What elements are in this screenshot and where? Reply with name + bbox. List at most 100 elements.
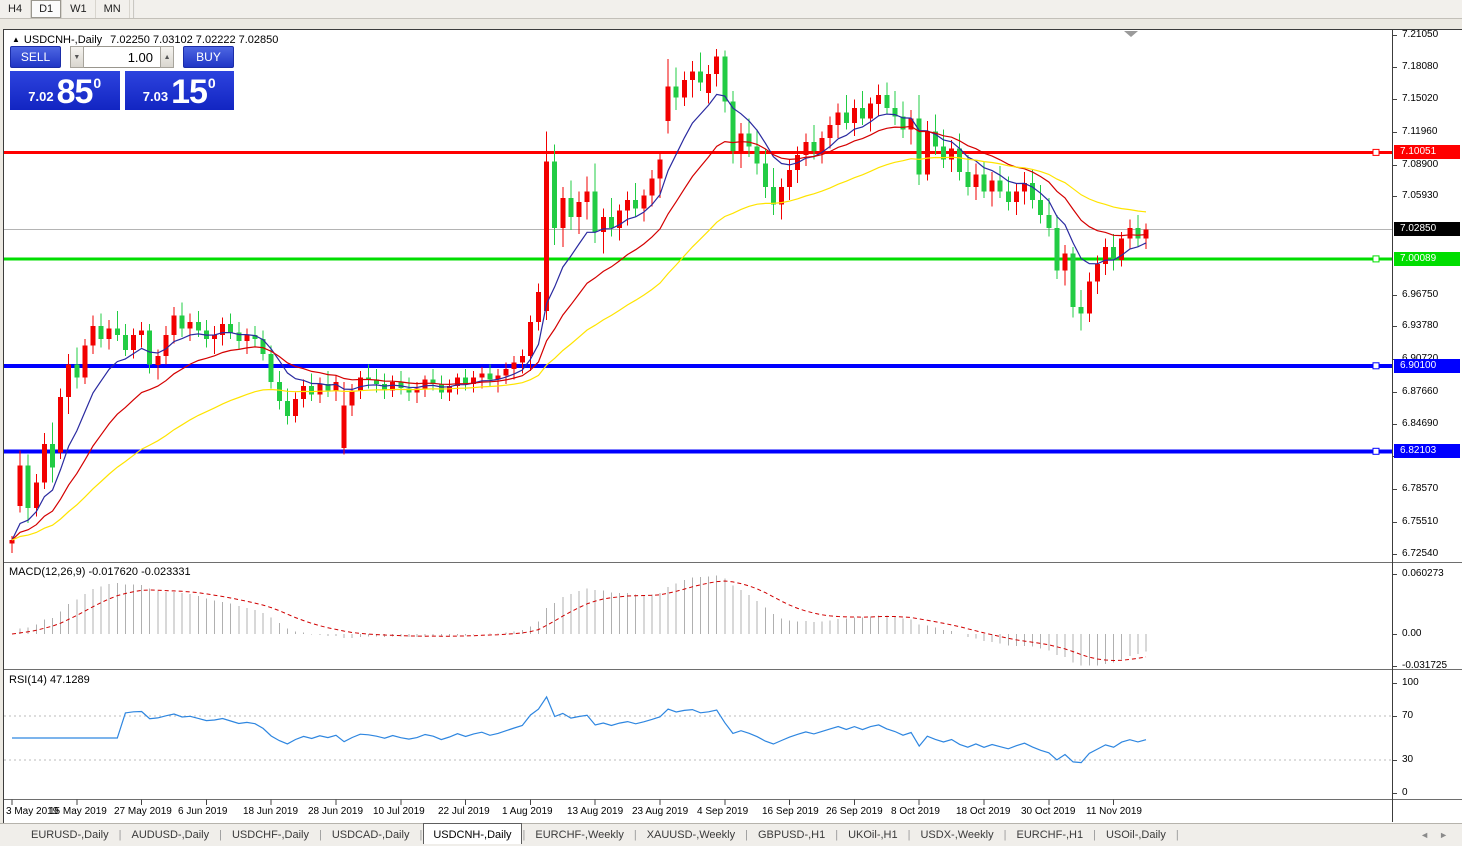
chart-tab-eurusd-daily[interactable]: EURUSD-,Daily (31, 829, 109, 841)
tab-separator: | (522, 829, 526, 841)
chart-title: ▲ USDCNH-,Daily 7.02250 7.03102 7.02222 7.… (12, 34, 278, 46)
chart-tab-usdx-weekly[interactable]: USDX-,Weekly (920, 829, 994, 841)
volume-down-button[interactable]: ▼ (69, 46, 84, 68)
candle (754, 146, 760, 164)
trade-panel-top-row: SELL ▼ ▲ BUY (10, 46, 234, 68)
chart-tab-ukoil-h1[interactable]: UKOil-,H1 (848, 829, 898, 841)
chart-tab-usdchf-daily[interactable]: USDCHF-,Daily (231, 829, 309, 841)
chart-tab-eurchf-weekly[interactable]: EURCHF-,Weekly (535, 829, 624, 841)
rsi-axis-tick: 70 (1402, 710, 1414, 721)
candle (398, 381, 404, 389)
candle (131, 334, 136, 350)
sell-button[interactable]: SELL (10, 46, 61, 68)
candle (981, 174, 987, 192)
date-axis-label: 1 Aug 2019 (502, 806, 553, 817)
macd-tick-mark (1393, 666, 1397, 667)
buy-price-display[interactable]: 7.03 15 0 (124, 71, 234, 110)
candle (17, 465, 23, 506)
tab-separator: | (633, 829, 637, 841)
timeframe-button-d1[interactable]: D1 (31, 0, 63, 18)
volume-input[interactable] (84, 46, 160, 68)
volume-up-button[interactable]: ▲ (160, 46, 175, 68)
candle (406, 388, 412, 393)
candle (714, 56, 720, 74)
horizontal-line-handle[interactable] (1372, 447, 1380, 455)
chart-shift-marker[interactable] (1124, 31, 1138, 37)
rsi-tick-mark (1393, 716, 1397, 717)
candle (892, 108, 898, 117)
sell-price-display[interactable]: 7.02 85 0 (10, 71, 120, 110)
horizontal-line-handle[interactable] (1372, 148, 1380, 156)
tab-scroll-right-button[interactable]: ► (1439, 830, 1448, 840)
candle (568, 197, 574, 218)
candle (1103, 247, 1108, 265)
horizontal-line-handle[interactable] (1372, 362, 1380, 370)
chart-tab-audusd-daily[interactable]: AUDUSD-,Daily (131, 829, 210, 841)
horizontal-line[interactable] (4, 449, 1392, 454)
moving-average-line (11, 156, 1147, 541)
buy-button[interactable]: BUY (183, 46, 234, 68)
date-axis-label: 13 Aug 2019 (567, 806, 624, 817)
candle (527, 321, 533, 357)
candle (746, 133, 752, 147)
timeframe-button-mn[interactable]: MN (96, 0, 130, 18)
date-axis-label: 4 Sep 2019 (697, 806, 749, 817)
candle (236, 332, 242, 342)
candle (220, 324, 226, 335)
price-axis-tick: 7.15020 (1402, 93, 1439, 104)
tab-separator: | (835, 829, 839, 841)
candle (1094, 264, 1100, 282)
horizontal-line[interactable] (4, 257, 1392, 261)
price-axis-tick: 6.90720 (1402, 353, 1438, 364)
axis-pane-separator (1393, 562, 1462, 563)
tab-scroll-left-button[interactable]: ◄ (1420, 830, 1430, 840)
candle (195, 321, 201, 331)
timeframe-button-h4[interactable]: H4 (0, 0, 32, 18)
candle (730, 101, 736, 151)
chart-tab-gbpusd-h1[interactable]: GBPUSD-,H1 (757, 829, 826, 841)
date-axis-label: 10 Jul 2019 (373, 806, 425, 817)
candle (851, 108, 857, 123)
candle (9, 540, 15, 544)
candle (1111, 247, 1117, 260)
candle (139, 330, 145, 335)
candle (908, 118, 914, 130)
candle (503, 369, 509, 376)
timeframe-button-w1[interactable]: W1 (62, 0, 96, 18)
collapse-trade-panel-icon[interactable]: ▲ (12, 35, 20, 44)
candle (519, 356, 525, 363)
candle (90, 326, 96, 346)
chart-tab-usdcad-daily[interactable]: USDCAD-,Daily (331, 829, 410, 841)
trade-panel-price-row: 7.02 85 0 7.03 15 0 (10, 71, 234, 110)
candle (787, 170, 793, 188)
date-axis-label: 6 Jun 2019 (178, 806, 228, 817)
horizontal-line-handle[interactable] (1372, 255, 1380, 263)
tab-separator: | (318, 829, 322, 841)
candle (1086, 281, 1092, 314)
candle (649, 178, 655, 196)
candle (608, 217, 614, 228)
candle (1119, 238, 1125, 260)
candle (252, 334, 258, 340)
chart-tab-usoil-daily[interactable]: USOil-,Daily (1105, 829, 1166, 841)
price-axis-tick: 6.78570 (1402, 483, 1439, 494)
tab-separator: | (219, 829, 222, 841)
candle (487, 373, 493, 380)
chart-tab-usdcnh-daily[interactable]: USDCNH-,Daily (423, 823, 522, 844)
horizontal-line[interactable] (4, 363, 1392, 368)
candle (147, 330, 153, 365)
horizontal-line[interactable] (4, 150, 1392, 154)
candle (98, 326, 104, 339)
axis-pane-separator (1393, 799, 1462, 800)
candle (455, 377, 460, 387)
rsi-tick-mark (1393, 793, 1397, 794)
chart-window: ▲ USDCNH-,Daily 7.02250 7.03102 7.02222 7.… (3, 29, 1462, 823)
chart-tab-eurchf-h1[interactable]: EURCHF-,H1 (1016, 829, 1084, 841)
rsi-axis-tick: 100 (1402, 677, 1419, 688)
candle (997, 180, 1003, 192)
candle (463, 377, 469, 384)
plot-area[interactable] (4, 30, 1392, 822)
chart-tab-xauusd-weekly[interactable]: XAUUSD-,Weekly (646, 829, 736, 841)
candle (268, 354, 274, 382)
